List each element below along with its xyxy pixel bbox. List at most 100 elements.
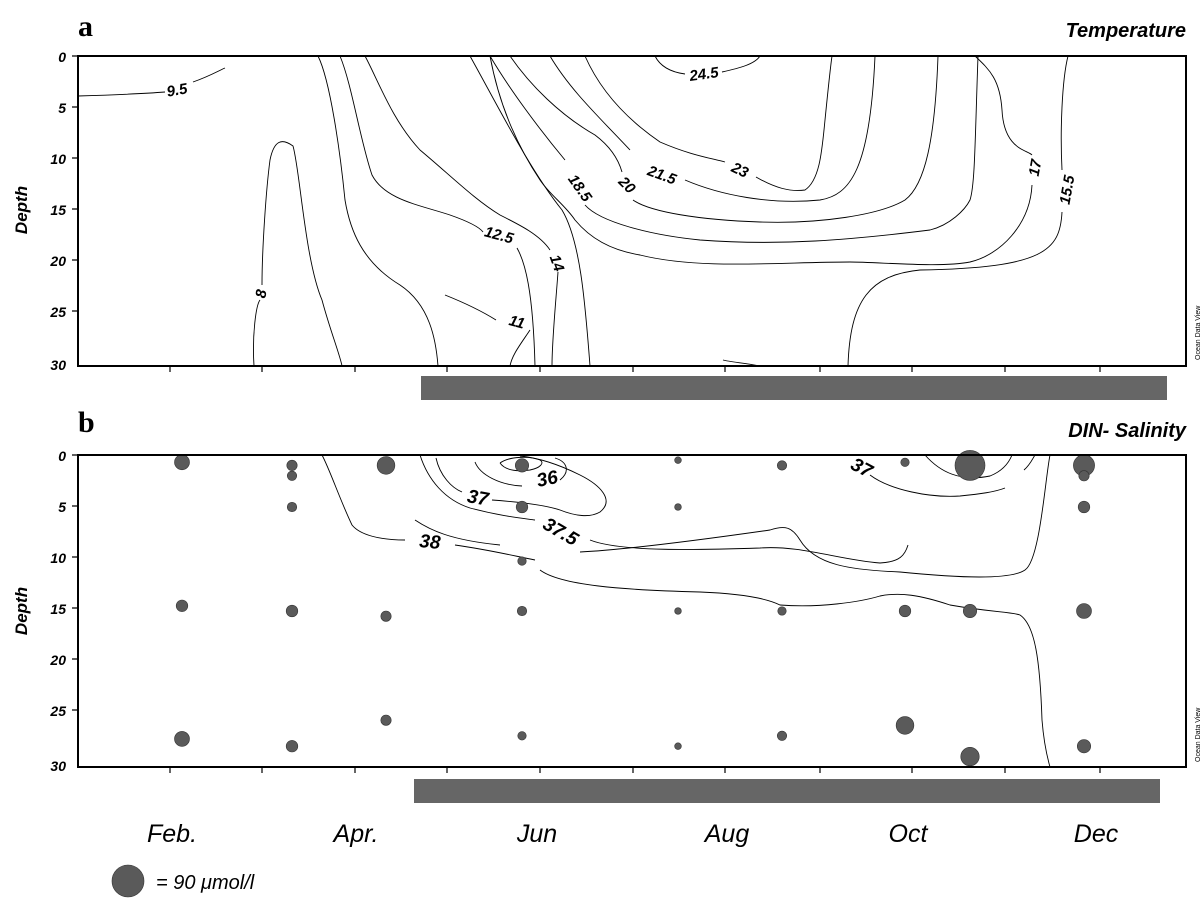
contour-37 [435,455,607,517]
contour-label-20: 20 [614,173,639,198]
panel-a-title: Temperature [1066,20,1186,42]
contour-36-inner [499,456,543,472]
panel-b-din-salinity: b DIN- Salinity Depth 0 5 10 15 20 25 30… [12,406,1202,803]
din-point [174,454,190,471]
panel-b-ytick-20: 20 [49,652,66,668]
panel-b-y-ticks: 0 5 10 15 20 25 30 [49,448,77,774]
panel-b-xtick-marks [169,767,1101,773]
contour-11-b [509,329,531,367]
din-point [514,458,530,473]
din-point [175,599,189,612]
contour-label-37-5: 37.5 [539,514,582,551]
contour-label-8: 8 [252,288,270,300]
legend-circle-icon [111,864,145,898]
panel-a-contour-labels: 9.5 8 11 12.5 14 18.5 20 21.5 23 24.5 17… [165,64,1078,333]
panel-b-contours [321,454,1051,768]
contour-17 [489,55,1033,266]
din-point [376,456,396,475]
panel-b-ytick-25: 25 [49,703,66,719]
panel-b-ytick-30: 30 [50,758,66,774]
panel-b-ytick-10: 10 [50,550,66,566]
din-points-layer [174,450,1095,767]
din-point [380,714,392,726]
panel-a-contours [77,55,1069,367]
panel-a-ytick-marks [72,55,77,312]
contour-23 [584,55,833,191]
contour-24-5 [654,55,761,75]
contour-salinity-lower [414,519,1051,768]
panel-a-temperature: a Temperature Depth 0 5 10 15 20 25 30 [12,10,1202,400]
contour-label-38: 38 [418,531,441,554]
panel-b-ytick-5: 5 [58,499,66,515]
contour-18-5 [489,55,979,243]
contour-37-5 [419,454,909,564]
din-point [777,606,787,616]
din-point [285,740,299,753]
contour-label-23: 23 [728,159,752,182]
contour-15-5 [469,55,1069,367]
panel-a-ytick-15: 15 [50,202,66,218]
panel-a-watermark: Ocean Data View [1195,305,1202,360]
din-point [674,742,682,750]
contour-14 [364,55,559,367]
x-month-labels: Feb. Apr. Jun Aug Oct Dec [147,820,1119,848]
din-point [674,456,682,464]
contour-label-15-5: 15.5 [1057,173,1079,205]
din-point [960,747,980,767]
contour-label-17: 17 [1026,158,1046,178]
panel-a-ytick-5: 5 [58,100,66,116]
contour-9-5-b [192,67,226,83]
contour-9-5 [77,91,166,97]
din-point [1077,500,1091,514]
contour-36 [474,457,567,487]
contour-37-b [869,454,1036,497]
panel-a-ytick-25: 25 [49,304,66,320]
din-point [898,604,912,618]
panel-a-ytick-20: 20 [49,253,66,269]
din-point [515,500,529,514]
din-point [1076,739,1092,754]
contour-label-36: 36 [535,467,560,492]
contour-label-37: 37 [466,486,492,511]
panel-a-ytick-10: 10 [50,151,66,167]
din-point [285,604,299,618]
panel-a-y-axis-title: Depth [12,186,31,234]
din-point [286,459,298,471]
contour-12-5 [339,55,536,367]
contour-label-18-5: 18.5 [564,171,595,205]
din-point [674,503,682,511]
contour-38 [321,454,1051,578]
din-point [954,450,986,481]
panel-b-y-axis-title: Depth [12,587,31,635]
contour-label-9-5: 9.5 [165,80,189,100]
contour-8 [253,141,343,367]
din-point [776,460,788,471]
panel-b-ytick-marks [72,454,77,711]
month-label-aug: Aug [703,820,750,848]
contour-20 [509,55,939,223]
panel-a-ytick-0: 0 [58,49,66,65]
month-label-feb: Feb. [147,820,197,848]
din-point [516,605,528,617]
contour-label-14: 14 [546,252,568,274]
contour-21-5 [549,55,876,202]
panel-b-title: DIN- Salinity [1068,420,1187,442]
din-point [1076,603,1092,619]
panel-a-frame [77,55,1187,367]
din-point [1078,470,1090,482]
panel-b-period-bar [414,779,1160,803]
panel-b-letter: b [78,406,95,439]
panel-b-watermark: Ocean Data View [1195,707,1202,762]
month-label-dec: Dec [1074,820,1119,848]
legend-text: = 90 μmol/l [156,872,255,894]
panel-b-contour-labels: 36 37 37.5 38 37 [418,454,876,554]
panel-b-ytick-0: 0 [58,448,66,464]
contour-label-37-right: 37 [847,454,877,483]
din-point [380,610,392,622]
din-point [900,457,910,467]
panel-a-y-ticks: 0 5 10 15 20 25 30 [49,49,77,373]
contour-11 [317,55,497,367]
din-point [286,501,298,513]
month-label-apr: Apr. [332,820,379,848]
